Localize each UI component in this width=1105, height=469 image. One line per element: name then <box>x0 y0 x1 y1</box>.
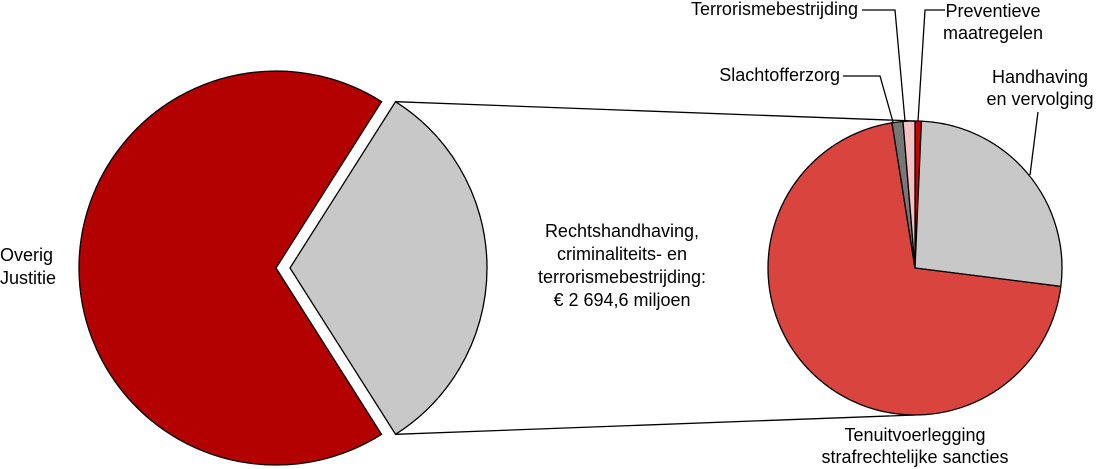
slice-label: Terrorismebestrijding <box>691 0 858 19</box>
slice-label: Handhaving en vervolging <box>986 67 1093 109</box>
slice-label: Preventieve maatregelen <box>943 1 1043 43</box>
pie-slice <box>914 120 1063 288</box>
connector <box>395 101 916 122</box>
slice-label: Overig Justitie <box>0 245 56 288</box>
leader-line <box>917 9 945 122</box>
pie-slice <box>902 120 916 269</box>
leader-line <box>1029 111 1039 176</box>
leader-line <box>862 9 906 122</box>
connector <box>395 414 916 435</box>
slice-label: Rechtshandhaving, criminaliteits- en terro… <box>538 221 706 310</box>
pie-slice <box>767 122 1062 416</box>
pie-slice <box>289 100 488 436</box>
pie-slice <box>78 70 383 466</box>
slice-label: Slachtofferzorg <box>719 65 840 85</box>
slice-label: Tenuitvoerlegging strafrechtelijke sancti… <box>821 425 1008 467</box>
leader-line <box>843 75 894 123</box>
